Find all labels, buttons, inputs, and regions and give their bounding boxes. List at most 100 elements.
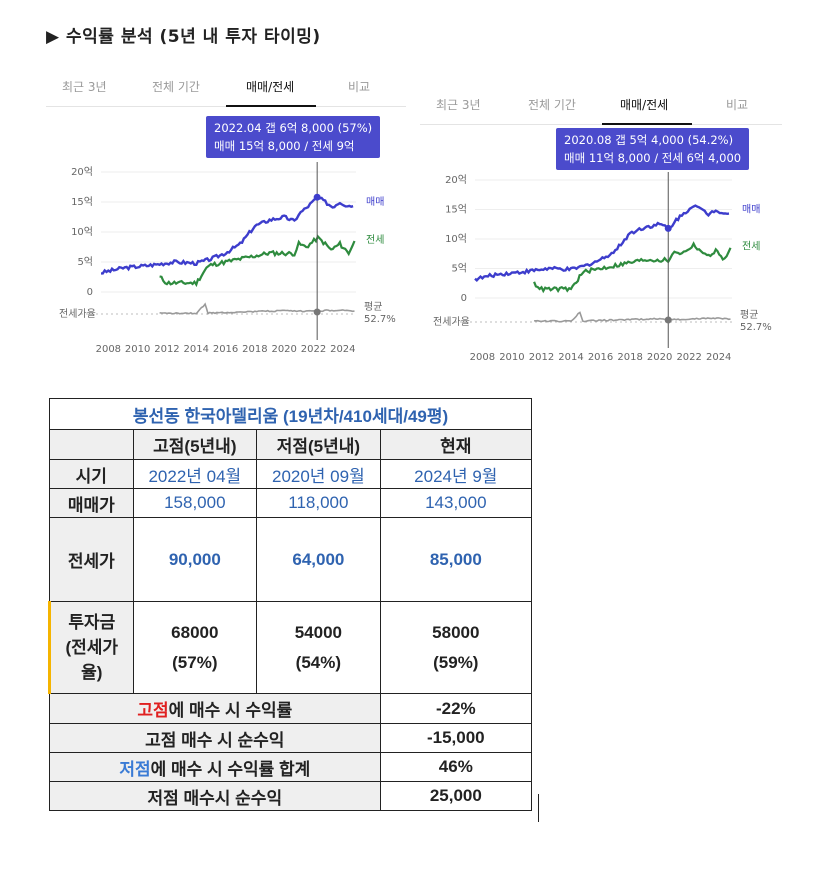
y-tick-label: 0 <box>461 293 467 304</box>
y-tick-label: 0 <box>87 287 93 298</box>
y-tick-label: 5억 <box>77 256 93 268</box>
y-tick-label: 5억 <box>451 263 467 275</box>
marker-dot-sale <box>664 224 672 232</box>
x-tick-label: 2014 <box>558 352 583 363</box>
jeonse-price-line <box>159 234 356 288</box>
avg-value: 52.7% <box>740 322 772 333</box>
tab-recent-3y[interactable]: 최근 3년 <box>436 98 481 112</box>
tooltip-prices: 매매 11억 8,000 / 전세 6억 4,000 <box>564 151 742 165</box>
x-tick-label: 2012 <box>529 352 554 363</box>
x-tick-label: 2018 <box>242 344 267 355</box>
tab-sale-jeonse[interactable]: 매매/전세 <box>620 98 669 112</box>
sale-price-line <box>101 195 354 275</box>
x-tick-label: 2020 <box>271 344 296 355</box>
investment-label-line: (전세가 <box>65 638 119 657</box>
ratio-label: 전세가율 <box>433 316 470 328</box>
period-trough: 2020년 09월 <box>256 459 381 489</box>
sale-price-current: 143,000 <box>379 488 533 518</box>
summary-table: 봉선동 한국아델리움 (19년차/410세대/49평) 고점(5년내) 저점(5… <box>48 398 533 811</box>
y-tick-label: 15억 <box>445 204 467 216</box>
active-tab-underline <box>226 105 316 107</box>
jeonse-price-trough: 64,000 <box>256 517 381 602</box>
investment-label-line: 율) <box>81 663 103 682</box>
x-tick-label: 2022 <box>301 344 326 355</box>
x-tick-label: 2008 <box>470 352 495 363</box>
x-tick-label: 2010 <box>125 344 150 355</box>
x-tick-label: 2024 <box>706 352 731 363</box>
legend-sale: 매매 <box>742 203 760 215</box>
tab-compare[interactable]: 비교 <box>348 80 371 94</box>
text-cursor <box>538 794 539 822</box>
summary-label-peak-return: 고점에 매수 시 수익률 <box>49 693 381 724</box>
tab-compare[interactable]: 비교 <box>726 98 749 112</box>
chart-tooltip: 2020.08 갭 5억 4,000 (54.2%) 매매 11억 8,000 … <box>556 128 750 170</box>
y-tick-label: 15억 <box>71 196 93 208</box>
x-tick-label: 2022 <box>676 352 701 363</box>
col-header-peak: 고점(5년내) <box>132 429 258 460</box>
x-tick-label: 2016 <box>588 352 613 363</box>
sale-price-line <box>474 204 730 282</box>
x-tick-label: 2008 <box>96 344 121 355</box>
x-tick-label: 2016 <box>213 344 238 355</box>
col-header-trough: 저점(5년내) <box>256 429 381 460</box>
y-tick-label: 10억 <box>445 233 467 245</box>
investment-trough: 54000 (54%) <box>256 601 381 694</box>
price-chart-peak: 최근 3년 전체 기간 매매/전세 비교 2022.04 갭 6억 8,000 … <box>46 72 406 362</box>
summary-label-peak-profit: 고점 매수 시 순수익 <box>49 723 381 753</box>
chart-svg: 20억 15억 10억 5억 0 2008 2010 2012 2014 2016 2018 2020… <box>59 162 396 355</box>
x-tick-label: 2014 <box>184 344 209 355</box>
marker-dot-ratio <box>313 308 321 316</box>
jeonse-price-line <box>533 241 732 294</box>
investment-amount: 68000 <box>171 622 219 642</box>
period-current: 2024년 9월 <box>379 459 533 489</box>
period-peak: 2022년 04월 <box>132 459 258 489</box>
table-title: 봉선동 한국아델리움 (19년차/410세대/49평) <box>49 398 532 430</box>
legend-sale: 매매 <box>366 196 384 208</box>
summary-value-trough-profit: 25,000 <box>379 781 533 811</box>
jeonse-ratio-line <box>159 302 355 315</box>
investment-amount: 58000 <box>432 622 480 642</box>
row-label-sale-price: 매매가 <box>49 488 134 518</box>
row-label-period: 시기 <box>49 459 134 489</box>
jeonse-price-peak: 90,000 <box>132 517 258 602</box>
summary-value-trough-return: 46% <box>379 752 533 782</box>
summary-value-peak-return: -22% <box>379 693 533 724</box>
investment-amount: 54000 <box>294 622 342 642</box>
y-tick-label: 20억 <box>71 166 93 178</box>
marker-dot-ratio <box>664 316 672 324</box>
summary-value-peak-profit: -15,000 <box>379 723 533 753</box>
sale-price-trough: 118,000 <box>256 488 381 518</box>
ratio-label: 전세가율 <box>59 308 96 320</box>
avg-label: 평균 <box>740 309 758 321</box>
row-label-jeonse-price: 전세가 <box>49 517 134 602</box>
tab-all-period[interactable]: 전체 기간 <box>528 98 576 112</box>
jeonse-ratio-line <box>534 311 731 323</box>
investment-peak: 68000 (57%) <box>132 601 258 694</box>
investment-ratio: (57%) <box>172 652 218 672</box>
investment-current: 58000 (59%) <box>379 601 533 694</box>
tab-sale-jeonse[interactable]: 매매/전세 <box>246 80 295 94</box>
section-title: ▶ 수익률 분석 (5년 내 투자 타이밍) <box>46 27 321 47</box>
investment-ratio: (54%) <box>295 652 342 672</box>
x-tick-label: 2024 <box>330 344 355 355</box>
sale-price-peak: 158,000 <box>132 488 258 518</box>
legend-jeonse: 전세 <box>366 234 384 246</box>
avg-value: 52.7% <box>364 314 396 325</box>
investment-label-line: 투자금 <box>68 613 116 632</box>
price-chart-trough: 최근 3년 전체 기간 매매/전세 비교 2020.08 갭 5억 4,000 … <box>420 90 782 380</box>
chart-tooltip: 2022.04 갭 6억 8,000 (57%) 매매 15억 8,000 / … <box>206 116 381 158</box>
row-label-investment: 투자금 (전세가 율) <box>48 601 134 694</box>
legend-jeonse: 전세 <box>742 241 760 253</box>
x-tick-label: 2018 <box>617 352 642 363</box>
chart-tabs: 최근 3년 전체 기간 매매/전세 비교 <box>46 72 406 107</box>
summary-prefix-trough: 저점 <box>119 759 151 779</box>
summary-text: 에 매수 시 수익률 <box>168 701 293 720</box>
marker-dot-sale <box>313 193 321 201</box>
summary-label-trough-profit: 저점 매수시 순수익 <box>49 781 381 811</box>
active-tab-underline <box>602 123 692 125</box>
y-tick-label: 20억 <box>445 174 467 186</box>
tab-recent-3y[interactable]: 최근 3년 <box>62 80 107 94</box>
tab-all-period[interactable]: 전체 기간 <box>152 80 200 94</box>
x-tick-label: 2020 <box>647 352 672 363</box>
x-tick-label: 2010 <box>499 352 524 363</box>
